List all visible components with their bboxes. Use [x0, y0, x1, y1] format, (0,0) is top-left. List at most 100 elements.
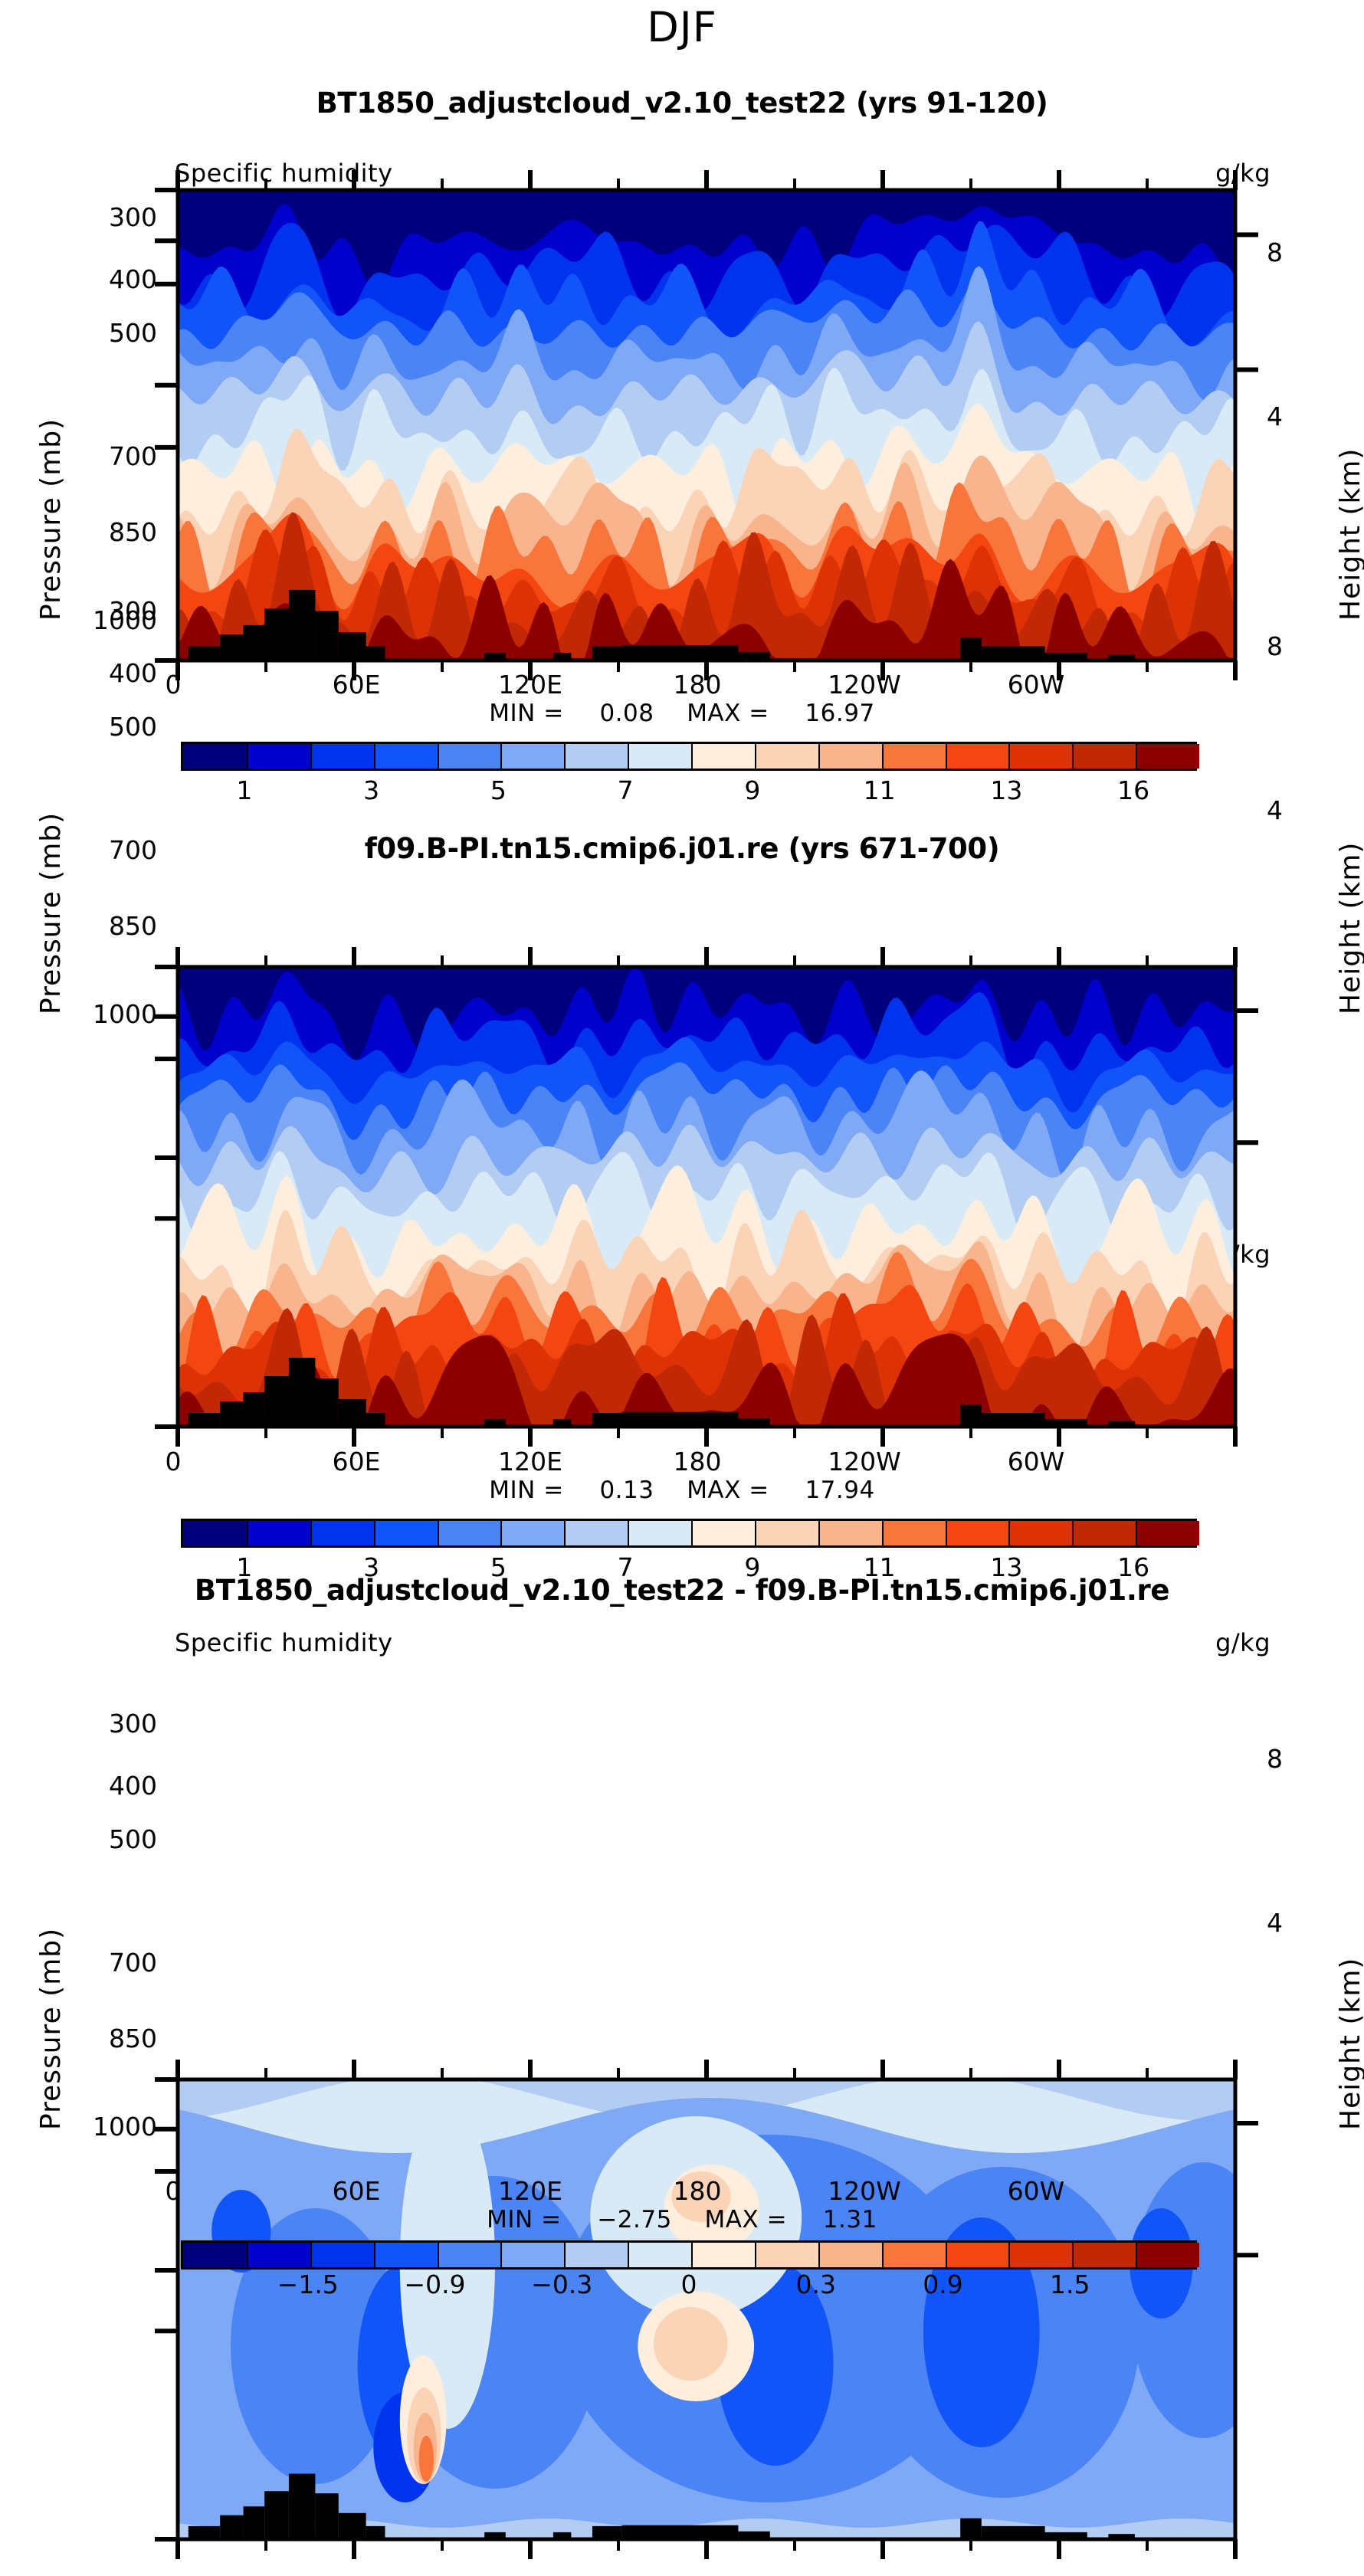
colorbar-segment: [628, 1521, 691, 1545]
colorbar-label: 3: [363, 775, 380, 805]
colorbar-label: 7: [617, 775, 634, 805]
panel-3-plot: [155, 2060, 1258, 2559]
colorbar-segment: [310, 744, 374, 769]
colorbar-segment: [1008, 2243, 1073, 2267]
colorbar-segment: [628, 2243, 691, 2267]
colorbar-label: 16: [1117, 1552, 1150, 1582]
panel-3-xtick-60E: 60E: [332, 2176, 381, 2206]
colorbar-segment: [818, 1521, 882, 1545]
panel-2-max-label: MAX =: [687, 1476, 769, 1504]
panel-1-xtick-0: 0: [165, 670, 182, 700]
panel-2-ytick-400: 400: [109, 658, 157, 688]
colorbar-segment: [564, 1521, 628, 1545]
colorbar-segment: [1136, 744, 1199, 769]
panel-2-minmax: MIN = 0.13 MAX = 17.94: [0, 1476, 1364, 1504]
colorbar-segment: [183, 744, 247, 769]
panel-3-units-label: g/kg: [1215, 1628, 1271, 1657]
colorbar-segment: [373, 1521, 438, 1545]
panel-3-ytick-1000: 1000: [93, 2112, 157, 2142]
panel-1-xtick-120E: 120E: [498, 670, 562, 700]
colorbar-label: 7: [617, 1552, 634, 1582]
colorbar-segment: [881, 2243, 946, 2267]
colorbar-segment: [818, 744, 882, 769]
colorbar-segment: [246, 744, 310, 769]
colorbar-segment: [881, 744, 946, 769]
panel-1-ytick-400: 400: [109, 264, 157, 294]
colorbar-segment: [1072, 1521, 1136, 1545]
colorbar-label: 0: [680, 2270, 697, 2299]
colorbar-segment: [881, 1521, 946, 1545]
colorbar-segment: [564, 744, 628, 769]
panel-2-min-value: 0.13: [599, 1476, 654, 1504]
panel-2-xtick-60W: 60W: [1007, 1447, 1065, 1476]
panel-3-variable-label: Specific humidity: [175, 1628, 393, 1657]
colorbar-label: 16: [1117, 775, 1150, 805]
panel-1-ytick-850: 850: [109, 517, 157, 547]
colorbar-segment: [310, 1521, 374, 1545]
panel-3-ytick-400: 400: [109, 1771, 157, 1801]
colorbar-segment: [945, 2243, 1009, 2267]
colorbar-label: 0.9: [923, 2270, 963, 2299]
panel-3-ytick-500: 500: [109, 1824, 157, 1854]
panel-3-min-label: MIN =: [487, 2206, 562, 2234]
panel-3-ytick-300: 300: [109, 1709, 157, 1739]
panel-2-colorbar-labels: 1 3 5 7 9 11 13 16: [181, 1552, 1197, 1583]
colorbar-segment: [437, 2243, 501, 2267]
colorbar-segment: [1136, 2243, 1199, 2267]
panel-2-min-label: MIN =: [489, 1476, 564, 1504]
colorbar-segment: [437, 1521, 501, 1545]
panel-2-ytick-700: 700: [109, 835, 157, 865]
panel-3-max-value: 1.31: [822, 2206, 877, 2234]
panel-3-min-value: −2.75: [597, 2206, 672, 2234]
colorbar-segment: [373, 2243, 438, 2267]
panel-1-xtick-60E: 60E: [332, 670, 381, 700]
colorbar-label: 11: [863, 1552, 896, 1582]
colorbar-segment: [183, 2243, 247, 2267]
colorbar-segment: [1072, 744, 1136, 769]
colorbar-segment: [1072, 2243, 1136, 2267]
colorbar-segment: [500, 744, 565, 769]
panel-1-plot: [155, 170, 1258, 680]
panel-3-title: BT1850_adjustcloud_v2.10_test22 - f09.B-…: [194, 1574, 1170, 1607]
panel-2-ytick-1000: 1000: [93, 999, 157, 1029]
panel-1-y2tick-4: 4: [1267, 401, 1283, 431]
colorbar-segment: [754, 2243, 818, 2267]
panel-2-colorbar: [181, 1519, 1199, 1548]
colorbar-label: −0.9: [404, 2270, 466, 2299]
panel-1-min-label: MIN =: [489, 700, 564, 727]
colorbar-segment: [945, 744, 1009, 769]
panel-1-title: BT1850_adjustcloud_v2.10_test22 (yrs 91-…: [316, 87, 1048, 120]
panel-1-colorbar-labels: 1 3 5 7 9 11 13 16: [181, 775, 1197, 806]
panel-1-colorbar: [181, 742, 1199, 771]
colorbar-label: 13: [990, 1552, 1023, 1582]
colorbar-segment: [1136, 1521, 1199, 1545]
colorbar-segment: [691, 2243, 755, 2267]
colorbar-label: 3: [363, 1552, 380, 1582]
panel-3-y2tick-4: 4: [1267, 1908, 1283, 1938]
panel-3-xtick-120E: 120E: [498, 2176, 562, 2206]
panel-1-ytick-700: 700: [109, 441, 157, 471]
colorbar-segment: [754, 1521, 818, 1545]
panel-1-xtick-60W: 60W: [1007, 670, 1065, 700]
panel-2-ytick-500: 500: [109, 712, 157, 742]
panel-3-colorbar: [181, 2240, 1199, 2270]
panel-3-xtick-0: 0: [165, 2176, 182, 2206]
colorbar-segment: [628, 744, 691, 769]
panel-1-max-value: 16.97: [805, 700, 875, 727]
colorbar-segment: [246, 2243, 310, 2267]
colorbar-segment: [373, 744, 438, 769]
colorbar-label: 1.5: [1050, 2270, 1090, 2299]
panel-1-minmax: MIN = 0.08 MAX = 16.97: [0, 700, 1364, 727]
panel-1-ytick-1000: 1000: [93, 605, 157, 635]
colorbar-label: 5: [490, 1552, 507, 1582]
panel-1-ytick-300: 300: [109, 202, 157, 232]
panel-3-xtick-180: 180: [673, 2176, 722, 2206]
panel-1-units-label: g/kg: [1215, 159, 1271, 188]
panel-3-xtick-120W: 120W: [828, 2176, 901, 2206]
colorbar-segment: [754, 744, 818, 769]
colorbar-label: −1.5: [277, 2270, 339, 2299]
colorbar-label: 5: [490, 775, 507, 805]
panel-3-ytick-850: 850: [109, 2024, 157, 2053]
panel-3-ytick-700: 700: [109, 1948, 157, 1978]
panel-2-xtick-0: 0: [165, 1447, 182, 1476]
